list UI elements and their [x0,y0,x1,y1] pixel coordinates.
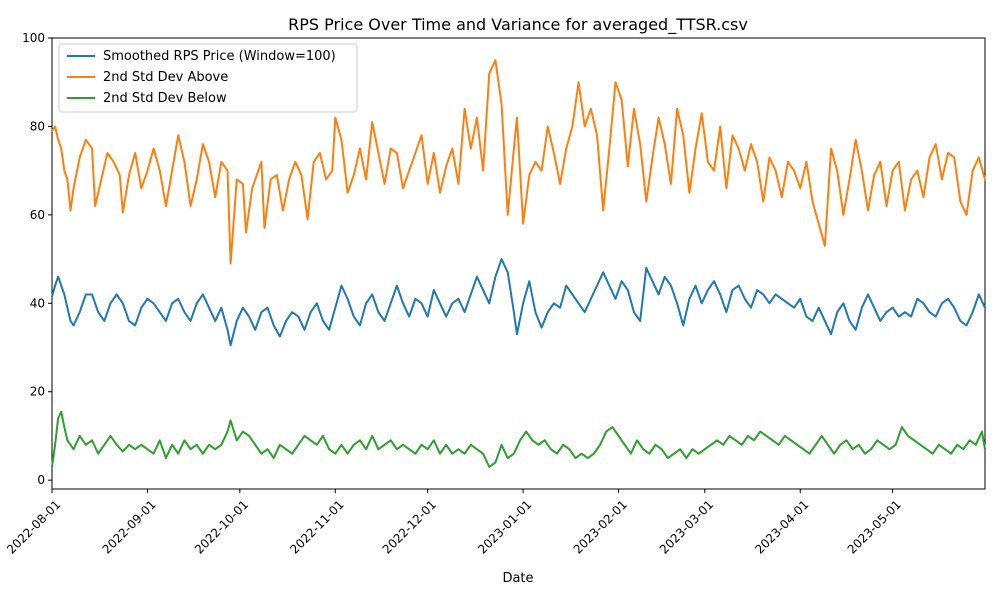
legend-box [58,43,358,113]
y-tick-label-0: 0 [37,473,45,487]
legend-label-below: 2nd Std Dev Below [103,91,227,106]
plot-frame [51,37,986,490]
y-tick-label-3: 60 [30,208,45,222]
chart-title: RPS Price Over Time and Variance for ave… [288,15,748,35]
series-line-1 [51,59,986,265]
y-axis: 0 20 40 60 80 100 [22,31,52,487]
legend: Smoothed RPS Price (Window=100) 2nd Std … [58,43,358,113]
legend-label-smoothed: Smoothed RPS Price (Window=100) [103,49,336,64]
legend-label-above: 2nd Std Dev Above [103,70,228,85]
series-group [51,59,986,468]
x-axis-label: Date [502,571,533,586]
series-line-2 [51,410,986,468]
y-tick-label-1: 20 [30,385,45,399]
series-line-0 [51,258,986,347]
y-tick-label-4: 80 [30,119,45,133]
y-tick-label-5: 100 [22,31,45,45]
y-tick-label-2: 40 [30,296,45,310]
